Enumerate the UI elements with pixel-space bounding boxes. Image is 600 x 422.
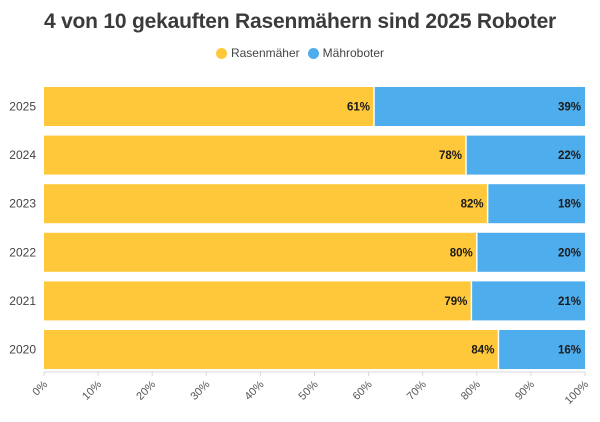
- x-tick-label: 0%: [30, 378, 50, 398]
- x-tick-label: 70%: [405, 378, 429, 402]
- data-label: 79%: [444, 296, 467, 308]
- legend: Rasenmäher Mähroboter: [0, 46, 600, 60]
- x-tick-label: 10%: [80, 378, 104, 402]
- bar-segment-rasenmaeher: [44, 232, 477, 272]
- legend-label-maehroboter: Mähroboter: [322, 46, 385, 60]
- category-label: 2023: [9, 197, 36, 211]
- data-label: 16%: [558, 345, 581, 357]
- bar-segment-rasenmaeher: [44, 87, 375, 126]
- x-tick-label: 30%: [188, 378, 212, 402]
- bar-segment-maehroboter: [374, 87, 585, 126]
- bar-segment-maehroboter: [476, 232, 585, 272]
- bar-segment-maehroboter: [498, 330, 585, 369]
- data-label: 20%: [558, 247, 581, 259]
- x-tick-label: 50%: [297, 378, 321, 402]
- bar-segment-maehroboter: [487, 184, 585, 224]
- x-tick-label: 100%: [563, 378, 592, 407]
- data-label: 39%: [558, 102, 581, 114]
- x-tick-label: 40%: [242, 378, 266, 402]
- category-label: 2020: [9, 343, 36, 357]
- x-tick-label: 80%: [459, 378, 483, 402]
- category-label: 2022: [9, 245, 36, 259]
- data-label: 21%: [558, 296, 581, 308]
- bar-segment-rasenmaeher: [44, 281, 472, 321]
- category-label: 2025: [9, 100, 36, 114]
- x-tick-label: 90%: [513, 378, 537, 402]
- legend-item-maehroboter[interactable]: Mähroboter: [307, 46, 385, 60]
- chart-title: 4 von 10 gekauften Rasenmähern sind 2025…: [43, 10, 557, 33]
- category-label: 2024: [9, 148, 36, 162]
- legend-swatch-rasenmaeher: [215, 47, 227, 59]
- data-label: 22%: [558, 150, 581, 162]
- bar-segment-rasenmaeher: [44, 184, 488, 224]
- data-label: 78%: [439, 150, 462, 162]
- legend-item-rasenmaeher[interactable]: Rasenmäher: [215, 46, 300, 60]
- legend-swatch-maehroboter: [307, 47, 319, 59]
- bar-segment-rasenmaeher: [44, 330, 499, 369]
- data-label: 18%: [558, 199, 581, 211]
- legend-label-rasenmaeher: Rasenmäher: [230, 46, 300, 60]
- bar-segment-maehroboter: [465, 135, 585, 175]
- data-label: 61%: [347, 102, 370, 114]
- category-label: 2021: [9, 294, 36, 308]
- data-label: 84%: [471, 345, 494, 357]
- bar-segment-rasenmaeher: [44, 135, 466, 175]
- x-tick-label: 20%: [134, 378, 158, 402]
- x-tick-label: 60%: [351, 378, 375, 402]
- data-label: 82%: [461, 199, 484, 211]
- data-label: 80%: [450, 247, 473, 259]
- bar-segment-maehroboter: [471, 281, 585, 321]
